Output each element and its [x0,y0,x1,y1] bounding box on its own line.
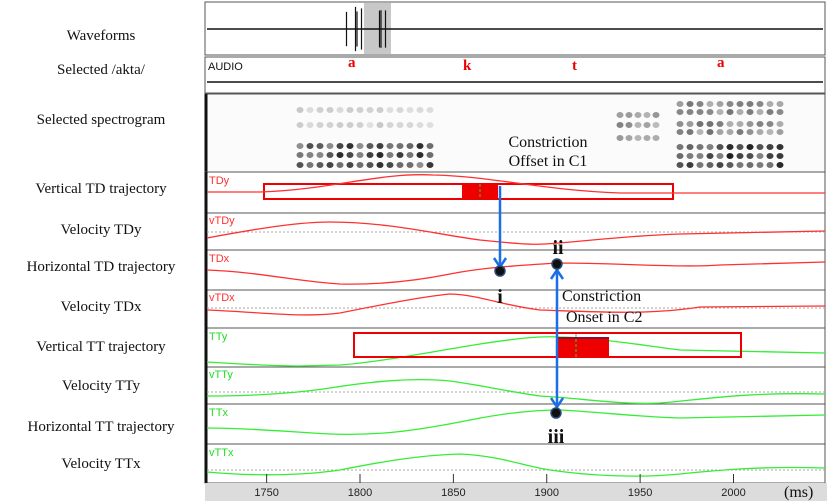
segment-a1: a [348,55,356,71]
axis-tick-label: 1800 [348,487,372,499]
spectrogram-image [296,101,784,168]
panel-vttx [204,443,826,484]
row-label-horizontal-tt: Horizontal TT trajectory [27,419,175,435]
point-ii-marker [551,258,563,270]
waveform-signal [207,6,823,52]
trajectory-ttx [206,409,826,436]
row-label-velocity-tty: Velocity TTy [61,378,141,394]
arrow-head-up-ii [549,267,565,280]
annotation-offset-line2: Offset in C1 [509,153,588,170]
label-ii: ii [552,237,564,259]
tty-plateau-fill [557,337,609,357]
tag-vtty: vTTy [209,369,233,381]
tag-vtdx: vTDx [209,292,235,304]
label-iii: iii [548,426,565,448]
row-label-vertical-td: Vertical TD trajectory [35,181,167,197]
tty-gesture-box[interactable] [353,332,742,358]
point-i-marker [494,265,506,277]
trajectory-vtdx [206,293,826,316]
trajectory-tdy [207,174,825,194]
panel-vtdx [204,289,826,329]
tag-tdx: TDx [209,253,230,265]
arrow-head-down-iii [549,397,565,410]
axis-tick-label: 1900 [535,487,559,499]
tag-vtdy: vTDy [209,215,235,227]
panel-vtty [204,366,826,405]
annotation-onset-line1: Constriction [562,288,641,305]
row-label-vertical-tt: Vertical TT trajectory [36,339,166,355]
panel-tdx [204,249,826,291]
axis-tick-label: 1950 [628,487,652,499]
panel-ttx [204,403,826,445]
audio-panel [204,56,826,94]
segment-a2: a [717,55,725,71]
row-label-horizontal-td: Horizontal TD trajectory [26,259,176,275]
tag-tty: TTy [209,331,228,343]
label-i: i [497,286,503,308]
trajectory-vttx [206,453,826,477]
row-label-waveforms: Waveforms [66,28,136,44]
segment-k: k [463,58,472,74]
trajectory-vtdy [206,221,826,245]
row-label-velocity-tdy: Velocity TDy [60,222,142,238]
annotation-onset-line2: Onset in C2 [566,309,642,326]
axis-tick-label: 2000 [721,487,745,499]
segment-t: t [572,58,577,74]
annotation-offset-line1: Constriction [508,134,587,151]
axis-unit: (ms) [784,484,813,501]
row-label-spectrogram: Selected spectrogram [36,112,166,128]
row-label-selected-akta: Selected /akta/ [57,62,145,78]
row-label-velocity-ttx: Velocity TTx [61,456,141,472]
audio-tag: AUDIO [208,61,243,73]
point-iii-marker [550,407,562,419]
trajectory-tdx [206,261,826,285]
axis-tick-label: 1750 [254,487,278,499]
row-label-velocity-tdx: Velocity TDx [60,299,142,315]
tag-vttx: vTTx [209,447,234,459]
time-axis [205,483,827,501]
tag-tdy: TDy [209,175,230,187]
trajectory-vtty [206,379,826,404]
tag-ttx: TTx [209,407,228,419]
axis-tick-label: 1850 [441,487,465,499]
